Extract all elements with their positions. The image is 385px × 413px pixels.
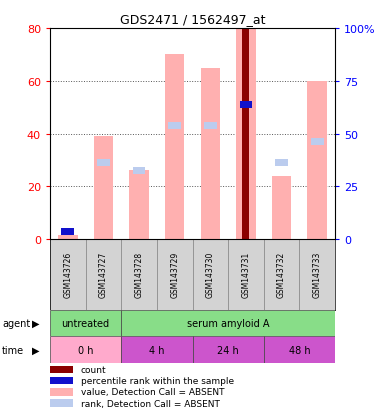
Text: serum amyloid A: serum amyloid A: [187, 318, 270, 328]
Bar: [168, 123, 181, 130]
Bar: [121, 337, 192, 363]
Bar: [50, 310, 121, 337]
Bar: [165, 55, 184, 240]
Text: untreated: untreated: [62, 318, 110, 328]
Text: GSM143728: GSM143728: [135, 252, 144, 298]
Text: GSM143727: GSM143727: [99, 252, 108, 298]
Bar: [97, 160, 110, 166]
Bar: [239, 102, 252, 109]
Text: GSM143730: GSM143730: [206, 252, 215, 298]
Text: value, Detection Call = ABSENT: value, Detection Call = ABSENT: [81, 387, 224, 396]
Bar: [62, 228, 74, 235]
Text: 0 h: 0 h: [78, 345, 94, 355]
Text: ▶: ▶: [32, 318, 39, 328]
Bar: [228, 240, 264, 310]
Text: 24 h: 24 h: [217, 345, 239, 355]
Bar: [311, 139, 323, 145]
Text: GSM143729: GSM143729: [170, 252, 179, 298]
Bar: [85, 240, 121, 310]
Text: time: time: [2, 345, 24, 355]
Bar: [192, 337, 264, 363]
Bar: [62, 228, 74, 235]
Text: GSM143726: GSM143726: [64, 252, 72, 298]
Text: GSM143732: GSM143732: [277, 252, 286, 298]
Bar: [58, 235, 78, 240]
Bar: [264, 240, 300, 310]
Bar: [243, 29, 249, 240]
Text: count: count: [81, 365, 107, 374]
Bar: [50, 240, 85, 310]
Bar: [50, 337, 121, 363]
Title: GDS2471 / 1562497_at: GDS2471 / 1562497_at: [120, 13, 265, 26]
Bar: [204, 123, 217, 130]
Bar: [272, 176, 291, 240]
Text: percentile rank within the sample: percentile rank within the sample: [81, 376, 234, 385]
Bar: [300, 240, 335, 310]
Bar: [129, 171, 149, 240]
Text: 4 h: 4 h: [149, 345, 165, 355]
Text: ▶: ▶: [32, 345, 39, 355]
Bar: [236, 29, 256, 240]
Bar: [121, 240, 157, 310]
Bar: [275, 160, 288, 166]
Bar: [133, 168, 146, 174]
Bar: [201, 69, 220, 240]
Bar: [239, 102, 252, 109]
Text: rank, Detection Call = ABSENT: rank, Detection Call = ABSENT: [81, 399, 220, 408]
Text: 48 h: 48 h: [288, 345, 310, 355]
Bar: [307, 82, 327, 240]
Bar: [157, 240, 192, 310]
Bar: [94, 137, 113, 240]
Text: agent: agent: [2, 318, 30, 328]
Text: GSM143731: GSM143731: [241, 252, 250, 298]
Text: GSM143733: GSM143733: [313, 252, 321, 298]
Bar: [264, 337, 335, 363]
Bar: [121, 310, 335, 337]
Bar: [192, 240, 228, 310]
